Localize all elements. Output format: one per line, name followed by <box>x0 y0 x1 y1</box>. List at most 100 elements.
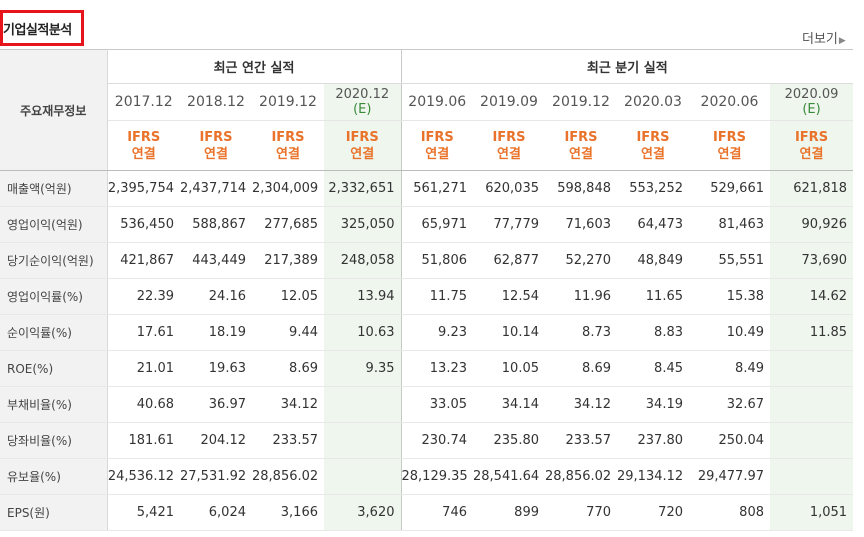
table-cell: 40.68 <box>107 386 180 423</box>
table-cell: 12.54 <box>473 278 545 315</box>
table-cell <box>770 422 854 459</box>
table-cell: 29,134.12 <box>617 458 689 495</box>
period-header: 2019.12 <box>252 83 324 121</box>
period-label: 2019.06 <box>408 94 467 110</box>
ifrs-label: IFRS <box>199 129 233 145</box>
table-cell: 10.05 <box>473 350 545 387</box>
table-cell: 9.44 <box>252 314 324 351</box>
table-cell: 22.39 <box>107 278 180 315</box>
table-cell: 248,058 <box>324 242 402 279</box>
table-cell: 24,536.12 <box>107 458 180 495</box>
table-cell: 27,531.92 <box>180 458 252 495</box>
table-cell: 9.35 <box>324 350 402 387</box>
table-cell: 443,449 <box>180 242 252 279</box>
period-label: 2020.06 <box>700 94 759 110</box>
table-cell: 13.94 <box>324 278 402 315</box>
ifrs-header: IFRS 연결 <box>324 120 402 171</box>
period-header: 2020.06 <box>689 83 770 121</box>
table-cell: 237.80 <box>617 422 689 459</box>
table-row: ROE(%) 21.01 19.63 8.69 9.35 13.23 10.05 8.69 8.… <box>0 350 854 387</box>
table-cell: 536,450 <box>107 206 180 243</box>
table-cell: 73,690 <box>770 242 854 279</box>
period-header: 2020.03 <box>617 83 689 121</box>
table-cell: 6,024 <box>180 494 252 531</box>
table-cell: 2,332,651 <box>324 170 402 207</box>
table-cell: 51,806 <box>401 242 473 279</box>
table-cell: 11.96 <box>545 278 617 315</box>
table-cell: 2,395,754 <box>107 170 180 207</box>
consolidated-label: 연결 <box>717 146 742 162</box>
table-cell: 29,477.97 <box>689 458 770 495</box>
table-cell: 421,867 <box>107 242 180 279</box>
table-cell: 28,856.02 <box>545 458 617 495</box>
table-cell: 325,050 <box>324 206 402 243</box>
table-row: 부채비율(%) 40.68 36.97 34.12 33.05 34.14 34.12 34.… <box>0 386 854 423</box>
more-link[interactable]: 더보기▶ <box>802 28 846 47</box>
table-cell: 746 <box>401 494 473 531</box>
chevron-right-icon: ▶ <box>838 36 846 46</box>
table-cell: 598,848 <box>545 170 617 207</box>
estimate-marker: (E) <box>802 102 821 117</box>
table-cell: 14.62 <box>770 278 854 315</box>
ifrs-label: IFRS <box>564 129 598 145</box>
ifrs-label: IFRS <box>636 129 670 145</box>
table-cell: 12.05 <box>252 278 324 315</box>
table-cell: 204.12 <box>180 422 252 459</box>
table-cell: 2,304,009 <box>252 170 324 207</box>
table-cell: 808 <box>689 494 770 531</box>
table-cell: 3,166 <box>252 494 324 531</box>
table-cell: 55,551 <box>689 242 770 279</box>
table-cell: 8.45 <box>617 350 689 387</box>
table-cell <box>770 350 854 387</box>
table-cell: 10.14 <box>473 314 545 351</box>
table-cell: 24.16 <box>180 278 252 315</box>
table-cell <box>324 422 402 459</box>
table-cell: 233.57 <box>545 422 617 459</box>
table-cell: 3,620 <box>324 494 402 531</box>
table-cell: 529,661 <box>689 170 770 207</box>
table-cell: 11.65 <box>617 278 689 315</box>
quarter-group-header: 최근 분기 실적 <box>401 49 854 84</box>
ifrs-header: IFRS 연결 <box>473 120 545 171</box>
table-cell <box>324 386 402 423</box>
label-column-header: 주요재무정보 <box>0 49 108 171</box>
table-cell: 10.63 <box>324 314 402 351</box>
period-label: 2020.09 <box>784 87 839 102</box>
ifrs-header: IFRS 연결 <box>545 120 617 171</box>
table-cell: 899 <box>473 494 545 531</box>
section-title: 기업실적분석 <box>3 23 72 38</box>
ifrs-header: IFRS 연결 <box>617 120 689 171</box>
table-row: 유보율(%) 24,536.12 27,531.92 28,856.02 28,129.… <box>0 458 854 495</box>
ifrs-header: IFRS 연결 <box>401 120 473 171</box>
table-cell: 33.05 <box>401 386 473 423</box>
ifrs-label: IFRS <box>420 129 454 145</box>
table-cell: 77,779 <box>473 206 545 243</box>
table-cell: 52,270 <box>545 242 617 279</box>
table-cell: 8.83 <box>617 314 689 351</box>
table-cell: 34.12 <box>252 386 324 423</box>
ifrs-label: IFRS <box>492 129 526 145</box>
table-cell: 32.67 <box>689 386 770 423</box>
table-cell: 230.74 <box>401 422 473 459</box>
annual-group-header: 최근 연간 실적 <box>107 49 402 84</box>
table-cell: 217,389 <box>252 242 324 279</box>
row-label: 영업이익(억원) <box>0 206 108 243</box>
table-cell: 720 <box>617 494 689 531</box>
table-cell: 9.23 <box>401 314 473 351</box>
period-header: 2017.12 <box>107 83 180 121</box>
table-cell: 15.38 <box>689 278 770 315</box>
table-cell: 588,867 <box>180 206 252 243</box>
table-row: 영업이익(억원) 536,450 588,867 277,685 325,050 65,9… <box>0 206 854 243</box>
ifrs-label: IFRS <box>345 129 379 145</box>
table-cell: 11.85 <box>770 314 854 351</box>
period-label: 2017.12 <box>114 94 173 110</box>
table-cell: 62,877 <box>473 242 545 279</box>
table-row: 매출액(억원) 2,395,754 2,437,714 2,304,009 2,332,… <box>0 170 854 207</box>
ifrs-header: IFRS 연결 <box>252 120 324 171</box>
more-label: 더보기 <box>802 32 838 47</box>
title-highlight-box <box>0 10 84 46</box>
ifrs-header: IFRS 연결 <box>180 120 252 171</box>
row-label: 유보율(%) <box>0 458 108 495</box>
ifrs-header: IFRS 연결 <box>107 120 180 171</box>
table-cell: 28,856.02 <box>252 458 324 495</box>
